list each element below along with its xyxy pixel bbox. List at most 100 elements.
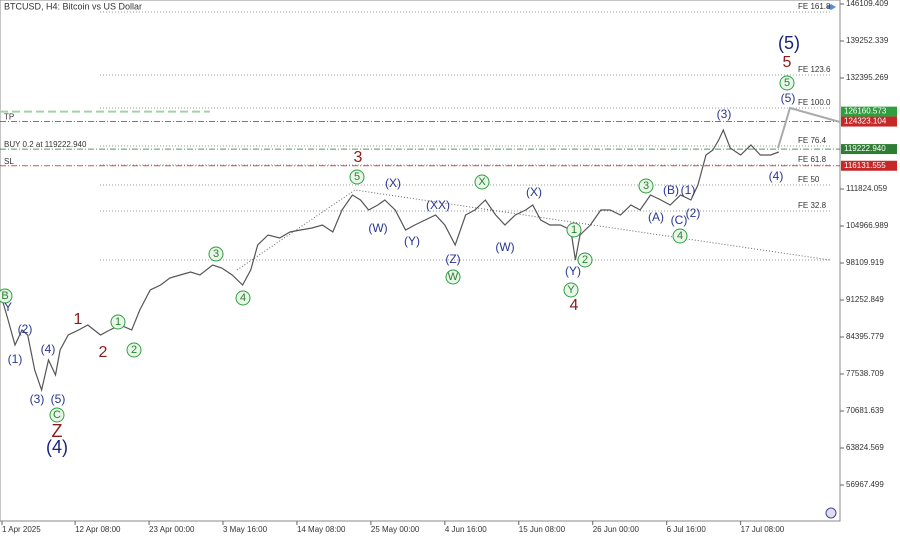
y-tick-label: 139252.339	[846, 36, 889, 45]
wave-circle	[577, 252, 593, 268]
projection	[777, 106, 841, 149]
wave-label: 3	[354, 149, 363, 166]
price-box	[841, 106, 897, 117]
wave-circle	[349, 169, 365, 185]
wave-label: (Y)	[404, 234, 420, 248]
trend-line	[236, 189, 831, 271]
fib-label: FE 50	[798, 175, 820, 184]
wave-label: (1)	[8, 352, 23, 366]
wave-circle	[672, 228, 688, 244]
x-tick-label: 25 May 00:00	[371, 525, 420, 534]
plot-frame	[0, 0, 841, 522]
wave-label: (3)	[30, 392, 45, 406]
chart-title: BTCUSD, H4: Bitcoin vs US Dollar	[4, 1, 142, 11]
wave-label: 2	[99, 344, 108, 361]
wave-label: 2	[582, 254, 588, 266]
wave-label: (X)	[526, 185, 542, 199]
wave-circle	[0, 288, 13, 304]
wave-label: 4	[240, 292, 246, 304]
x-tick-label: 3 May 16:00	[223, 525, 268, 534]
fib-label: FE 100.0	[798, 98, 831, 107]
price-box	[841, 160, 897, 171]
wave-label: W	[448, 271, 459, 283]
wave-label: 1	[571, 224, 577, 236]
y-tick-label: 63824.569	[846, 443, 884, 452]
wave-label: (4)	[41, 342, 56, 356]
trade-label: BUY 0.2 at 119222.940	[4, 140, 87, 149]
x-tick-label: 1 Apr 2025	[2, 525, 41, 534]
wave-label: (Z)	[445, 252, 460, 266]
x-tick-label: 26 Jun 00:00	[593, 525, 640, 534]
wave-circle	[110, 314, 126, 330]
wave-label: C	[53, 409, 61, 421]
wave-label: (5)	[781, 91, 796, 105]
fib-label: FE 76.4	[798, 136, 827, 145]
y-tick-label: 56967.499	[846, 480, 884, 489]
fib-label: FE 161.8	[798, 2, 831, 11]
wave-circle	[126, 342, 142, 358]
price-line	[1, 128, 780, 393]
wave-label: (X)	[385, 176, 401, 190]
x-tick-label: 15 Jun 08:00	[519, 525, 566, 534]
scroll-icon[interactable]	[825, 507, 837, 519]
wave-label: (1)	[681, 183, 696, 197]
price-box-label: 124323.104	[844, 117, 887, 126]
trade-label: TP	[4, 113, 14, 122]
y-tick-label: 146109.409	[846, 0, 889, 8]
y-tick-label: 70681.639	[846, 406, 884, 415]
price-box-label: 126160.573	[844, 107, 887, 116]
x-tick-label: 23 Apr 00:00	[149, 525, 195, 534]
wave-circle	[474, 174, 490, 190]
x-tick-label: 4 Jun 16:00	[445, 525, 487, 534]
y-tick-label: 77538.709	[846, 369, 884, 378]
wave-circle	[638, 178, 654, 194]
wave-label: (W)	[368, 221, 387, 235]
wave-label: 4	[570, 297, 579, 314]
wave-label: 5	[784, 77, 790, 89]
wave-label: B	[1, 290, 8, 302]
price-box	[841, 116, 897, 127]
wave-circle	[566, 222, 582, 238]
y-tick-label: 98109.919	[846, 258, 884, 267]
fib-label: FE 61.8	[798, 155, 827, 164]
corner-icon[interactable]	[826, 4, 836, 10]
wave-label: (5)	[51, 392, 66, 406]
wave-circle	[235, 290, 251, 306]
wave-circle	[208, 246, 224, 262]
wave-label: Y	[567, 284, 575, 296]
price-box-label: 116131.555	[844, 161, 886, 170]
wave-label: 3	[643, 180, 649, 192]
wave-label: 3	[213, 248, 219, 260]
wave-label: 4	[677, 230, 683, 242]
wave-circle	[779, 75, 795, 91]
wave-label: (2)	[686, 206, 701, 220]
x-tick-label: 12 Apr 08:00	[75, 525, 121, 534]
fib-label: FE 123.6	[798, 65, 831, 74]
price-box-label: 119222.940	[844, 144, 886, 153]
x-tick-label: 6 Jul 16:00	[667, 525, 707, 534]
wave-circle	[49, 407, 65, 423]
wave-label: (B)	[663, 183, 679, 197]
price-box	[841, 144, 897, 155]
wave-label: 2	[131, 344, 137, 356]
wave-label: (2)	[18, 322, 33, 336]
wave-label: 5	[354, 171, 360, 183]
x-tick-label: 17 Jul 08:00	[741, 525, 785, 534]
x-tick-label: 14 May 08:00	[297, 525, 346, 534]
wave-label: (4)	[769, 169, 784, 183]
wave-label: (A)	[648, 210, 664, 224]
fib-label: FE 32.8	[798, 201, 827, 210]
wave-circle	[445, 269, 461, 285]
wave-label: 1	[74, 311, 83, 328]
y-tick-label: 104966.989	[846, 221, 889, 230]
y-tick-label: 111824.059	[846, 184, 888, 193]
wave-label: (Y)	[565, 264, 581, 278]
wave-circle	[563, 282, 579, 298]
wave-label: (4)	[46, 437, 68, 457]
wave-label: (5)	[778, 33, 800, 53]
wave-label: X	[478, 176, 486, 188]
wave-label: Z	[52, 421, 63, 441]
wave-label: Y	[4, 300, 12, 314]
y-tick-label: 91252.849	[846, 295, 884, 304]
